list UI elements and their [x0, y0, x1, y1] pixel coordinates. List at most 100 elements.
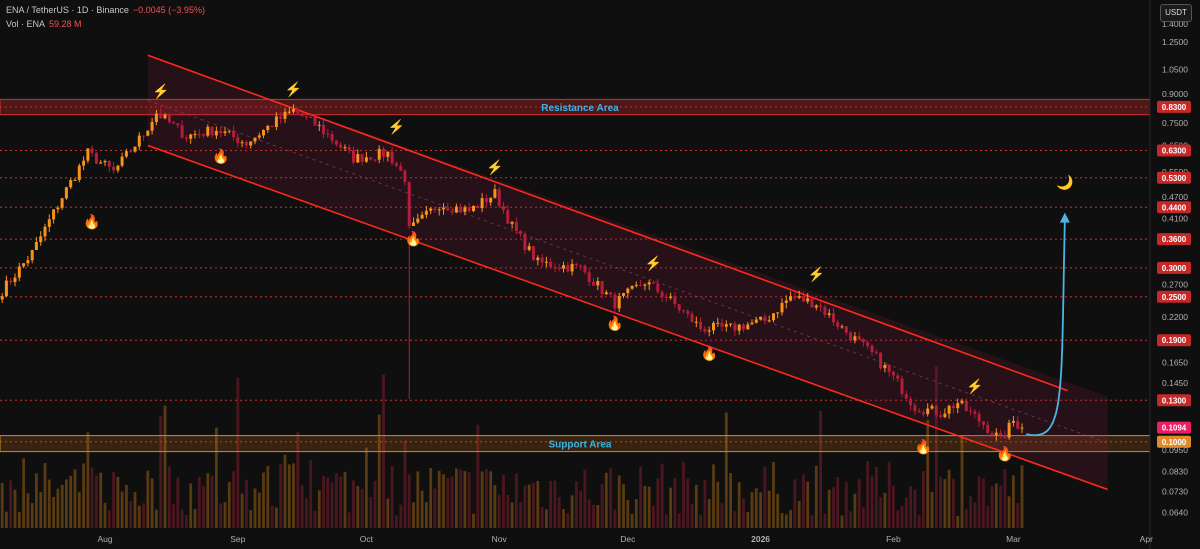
- volume-bar: [155, 509, 158, 528]
- volume-bar: [793, 479, 797, 528]
- candle-body: [579, 265, 583, 267]
- volume-bar: [964, 509, 968, 528]
- volume-bar: [112, 472, 115, 528]
- candle-body: [300, 113, 304, 117]
- candle-body: [994, 432, 998, 435]
- time-tick-label: Aug: [97, 534, 112, 544]
- candle-body: [617, 296, 621, 309]
- volume-bar: [197, 476, 201, 528]
- volume-bar: [630, 513, 634, 528]
- volume-bar: [249, 510, 253, 528]
- candle-body: [112, 166, 116, 171]
- candle-body: [832, 313, 835, 323]
- candle-body: [197, 134, 201, 136]
- price-tick-label: 0.9000: [1162, 89, 1188, 99]
- candle-body: [450, 210, 454, 213]
- volume-bar: [472, 513, 475, 528]
- candle-body: [22, 263, 26, 267]
- volume-bar: [776, 493, 780, 528]
- candle-body: [39, 236, 43, 243]
- current-price-label: 0.1094: [1162, 424, 1187, 433]
- volume-bar: [1012, 475, 1015, 528]
- candle-body: [887, 365, 891, 372]
- volume-bar: [39, 492, 43, 528]
- level-badge: [1157, 261, 1191, 274]
- candle-body: [103, 161, 107, 163]
- candle-body: [219, 130, 223, 134]
- volume-bar: [459, 469, 463, 528]
- candle-body: [613, 294, 617, 309]
- volume-bar: [986, 506, 990, 528]
- volume-bar: [317, 490, 321, 528]
- candle-body: [669, 296, 673, 298]
- candle-body: [930, 405, 934, 409]
- volume-bar: [874, 467, 878, 528]
- candle-body: [536, 257, 540, 261]
- volume-bar: [797, 501, 801, 528]
- candle-body: [484, 198, 488, 203]
- volume-bar: [827, 489, 831, 528]
- volume-bar: [476, 424, 480, 528]
- volume-bar: [733, 511, 737, 528]
- candle-body: [4, 280, 8, 297]
- candle-body: [643, 284, 647, 286]
- volume-bar: [253, 488, 257, 528]
- level-badge: [1157, 334, 1191, 347]
- candle-body: [609, 292, 613, 295]
- volume-bar: [746, 512, 750, 528]
- volume-bar: [862, 507, 865, 528]
- volume-bar: [0, 482, 4, 528]
- candle-body: [544, 261, 548, 263]
- candle-body: [60, 198, 64, 208]
- candle-body: [326, 133, 330, 135]
- currency-button[interactable]: USDT: [1160, 4, 1192, 22]
- volume-bar: [60, 484, 64, 528]
- volume-bar: [77, 491, 81, 528]
- volume-bar: [283, 454, 287, 528]
- candle-body: [412, 222, 415, 226]
- volume-bar: [947, 469, 951, 528]
- time-axis[interactable]: Aug Sep Oct Nov Dec 2026 Feb Mar Apr: [97, 534, 1153, 544]
- volume-bar: [604, 472, 608, 528]
- volume-bar: [485, 469, 488, 528]
- candle-body: [810, 298, 814, 308]
- candle-body: [502, 206, 505, 210]
- volume-bar: [403, 440, 407, 528]
- candle-body: [703, 329, 707, 332]
- candle-body: [510, 221, 514, 224]
- candle-body: [951, 405, 955, 409]
- candle-body: [977, 413, 981, 422]
- volume-bar: [570, 495, 574, 528]
- volume-bar: [587, 499, 591, 528]
- candle-body: [754, 319, 758, 323]
- time-tick-label: Sep: [230, 534, 245, 544]
- level-badge: [1157, 233, 1191, 246]
- candle-body: [964, 400, 968, 411]
- volume-bar: [300, 485, 304, 528]
- volume-header[interactable]: Vol · ENA 59.28 M: [6, 19, 82, 29]
- volume-bar: [489, 471, 493, 528]
- volume-bar: [562, 509, 565, 528]
- candle-body: [776, 312, 780, 314]
- volume-bar: [429, 468, 433, 528]
- candle-body: [647, 282, 651, 285]
- volume-label: Vol · ENA: [6, 19, 46, 29]
- symbol-header[interactable]: ENA / TetherUS · 1D · Binance −0.0045 (−3…: [6, 5, 205, 15]
- candle-body: [399, 165, 403, 171]
- candle-body: [622, 293, 625, 296]
- candle-body: [232, 130, 236, 137]
- candle-body: [896, 375, 900, 379]
- volume-bar: [652, 505, 655, 528]
- fire-icon: 🔥: [700, 345, 717, 362]
- volume-bar: [883, 492, 887, 528]
- volume-bar: [142, 503, 145, 528]
- volume-bar: [857, 478, 861, 528]
- volume-bar: [750, 492, 754, 528]
- volume-bar: [673, 477, 677, 528]
- volume-bar: [463, 471, 467, 528]
- volume-bar: [159, 416, 163, 528]
- candle-body: [802, 296, 805, 302]
- volume-bar: [270, 505, 274, 528]
- volume-bar: [527, 484, 531, 528]
